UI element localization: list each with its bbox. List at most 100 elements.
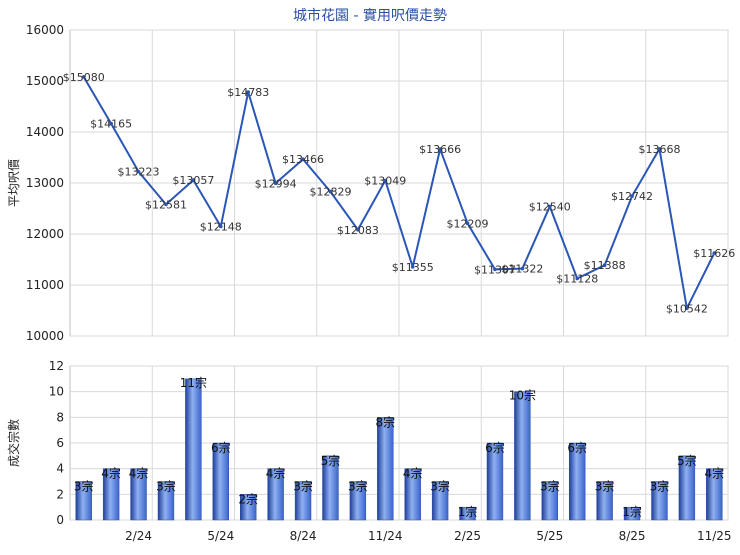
volume-x-axis: 2/24 5/24 8/24 11/24 2/25 5/25 8/25 11/25 (125, 529, 732, 543)
volume-data-label: 6宗 (485, 440, 505, 455)
price-data-label: $13666 (419, 143, 461, 156)
price-point (438, 147, 442, 151)
volume-data-label: 2宗 (238, 491, 258, 506)
volume-bars (75, 378, 723, 521)
volume-data-label: 4宗 (101, 466, 121, 481)
volume-x-tick-label: 2/25 (454, 529, 481, 543)
volume-data-label: 3宗 (650, 479, 670, 494)
price-data-label: $12209 (447, 217, 489, 230)
volume-y-tick-label: 4 (56, 462, 64, 476)
price-point (328, 189, 333, 194)
price-point (164, 202, 168, 207)
volume-y-tick-label: 6 (56, 436, 64, 450)
price-data-labels: $15080 $14165 $13223 $12581 $13057 $12148 $147… (63, 71, 736, 315)
volume-data-label: 4宗 (704, 466, 724, 481)
volume-data-label: 1宗 (622, 504, 642, 519)
volume-data-label: 3宗 (540, 479, 560, 494)
price-data-label: $14165 (90, 118, 132, 131)
volume-y-tick-label: 2 (56, 487, 64, 501)
volume-data-label: 6宗 (567, 440, 587, 455)
price-point (602, 263, 607, 268)
price-point (575, 276, 580, 281)
price-point (273, 181, 278, 186)
volume-data-label: 4宗 (129, 466, 149, 481)
volume-data-label: 10宗 (509, 388, 536, 403)
price-point (712, 251, 717, 255)
volume-bar (651, 481, 668, 521)
volume-bar (349, 481, 367, 521)
price-point (685, 306, 689, 311)
volume-bar (102, 468, 120, 521)
price-point (630, 194, 634, 198)
price-data-label: $11388 (584, 259, 626, 272)
price-data-label: $14783 (227, 86, 269, 99)
volume-bar (623, 506, 641, 521)
price-data-label: $11355 (392, 261, 434, 274)
price-series-line (82, 76, 716, 310)
price-data-label: $12148 (200, 220, 242, 233)
price-point (657, 147, 662, 151)
price-y-tick-label: 12000 (26, 227, 64, 241)
price-point (465, 221, 470, 226)
volume-data-label: 6宗 (211, 440, 231, 455)
volume-data-label: 5宗 (321, 453, 341, 468)
price-data-label: $13223 (118, 166, 160, 179)
volume-y-axis: 0 2 4 6 8 10 12 (49, 359, 64, 527)
price-y-tick-label: 13000 (26, 176, 64, 190)
volume-data-labels: 3宗 4宗 4宗 3宗 11宗 6宗 2宗 4宗 3宗 5宗 3宗 8宗 4宗 3宗 1宗 6宗 10宗 3宗 6宗… (74, 375, 724, 519)
volume-data-label: 3宗 (430, 479, 450, 494)
volume-x-tick-label: 8/25 (619, 529, 646, 543)
volume-data-label: 11宗 (180, 375, 207, 390)
volume-x-tick-label: 5/25 (536, 529, 563, 543)
price-gridlines (70, 29, 729, 337)
price-point (520, 266, 525, 271)
price-data-label: $12742 (611, 190, 653, 203)
volume-y-axis-label: 成交宗數 (6, 419, 21, 467)
price-y-tick-label: 11000 (26, 278, 64, 292)
price-data-label: $12083 (337, 224, 379, 237)
volume-data-label: 3宗 (595, 479, 615, 494)
volume-data-label: 3宗 (293, 479, 313, 494)
price-data-label: $11322 (501, 263, 543, 276)
price-panel: 10000 11000 12000 13000 14000 15000 16000 平均呎價… (7, 23, 735, 343)
price-y-tick-label: 14000 (26, 125, 64, 139)
volume-bar (678, 455, 696, 521)
price-point (218, 224, 223, 229)
volume-x-tick-label: 5/24 (207, 529, 234, 543)
volume-x-tick-label: 11/25 (697, 529, 732, 543)
volume-data-label: 5宗 (677, 453, 697, 468)
price-data-label: $11128 (556, 272, 598, 285)
price-y-tick-label: 10000 (26, 329, 64, 343)
volume-bar (267, 468, 284, 521)
volume-data-label: 1宗 (458, 504, 478, 519)
price-point (81, 75, 86, 79)
volume-bar (377, 417, 394, 521)
price-data-label: $13668 (638, 143, 680, 156)
price-point (136, 169, 141, 174)
price-data-label: $11626 (693, 247, 735, 260)
volume-gridlines (70, 365, 729, 521)
price-point (547, 204, 552, 209)
price-data-label: $10542 (666, 302, 708, 315)
volume-bar (130, 468, 147, 521)
volume-y-tick-label: 10 (49, 385, 64, 399)
volume-y-tick-label: 12 (49, 359, 64, 373)
volume-bar (294, 481, 312, 521)
volume-bar (706, 468, 723, 521)
volume-bar (459, 506, 476, 521)
price-y-tick-label: 15000 (26, 74, 64, 88)
volume-bar (212, 442, 229, 521)
volume-bar (157, 481, 175, 521)
volume-bar (431, 481, 449, 521)
chart-title: 城市花園 - 實用呎價走勢 (293, 7, 447, 24)
volume-data-label: 4宗 (403, 466, 423, 481)
volume-data-label: 3宗 (156, 479, 176, 494)
volume-x-tick-label: 11/24 (368, 529, 403, 543)
price-point (246, 90, 251, 94)
volume-x-tick-label: 2/24 (125, 529, 152, 543)
price-point (356, 227, 360, 232)
volume-bar (541, 481, 558, 521)
volume-bar (486, 442, 504, 521)
